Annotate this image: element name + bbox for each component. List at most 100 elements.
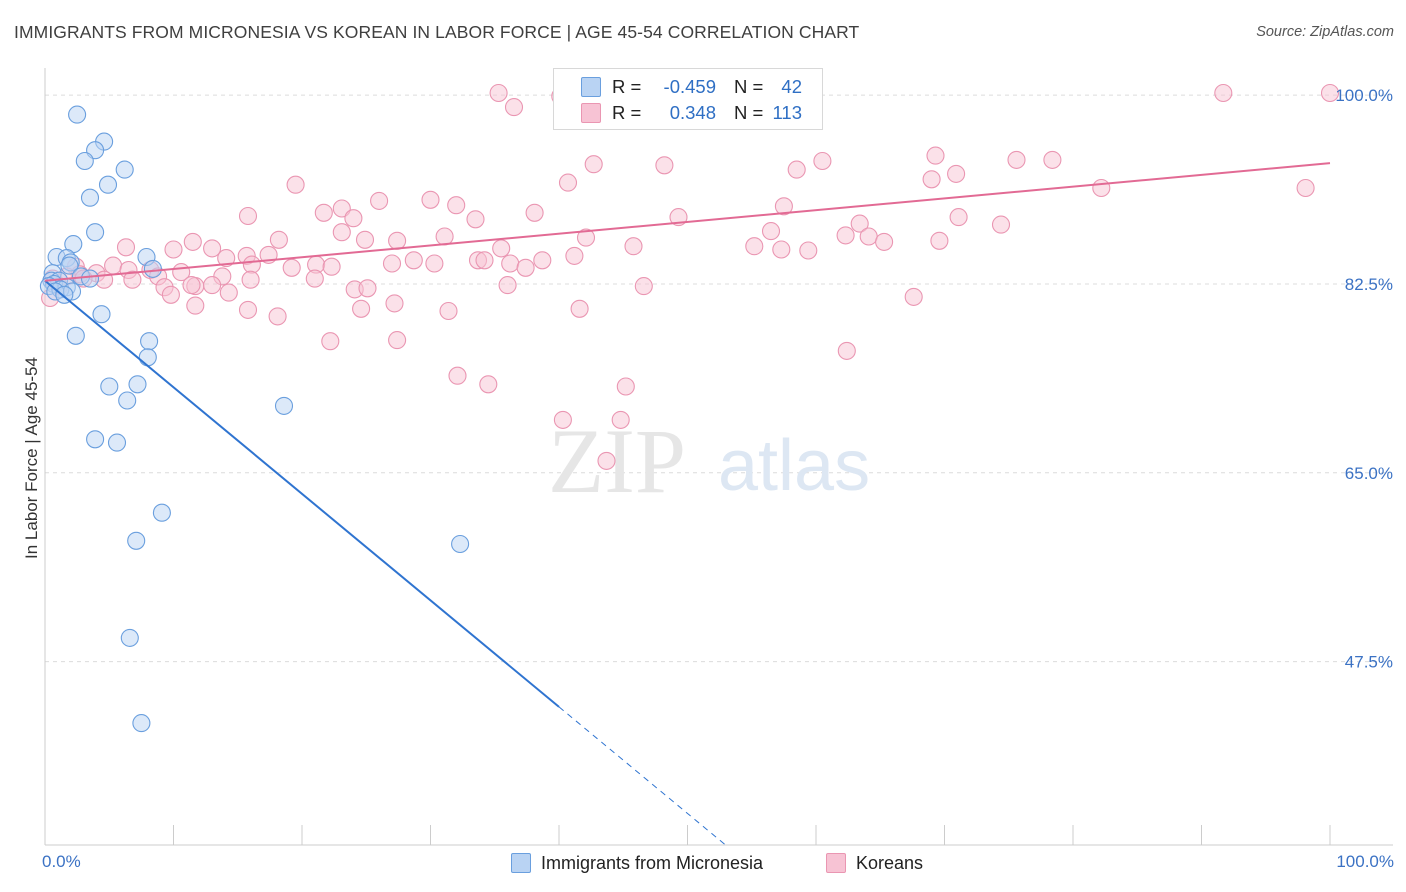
grid-layer — [45, 94, 1390, 663]
legend-n-value: 42 — [781, 76, 802, 97]
korean-point — [525, 203, 544, 222]
micronesia-point — [138, 348, 157, 367]
korean-point — [268, 307, 287, 326]
korean-point — [501, 254, 520, 273]
micronesia-point — [80, 188, 100, 207]
korean-point — [836, 226, 855, 245]
legend-swatch-micronesia — [581, 77, 601, 97]
korean-point — [421, 190, 440, 209]
korean-point — [558, 173, 578, 192]
korean-point — [358, 279, 377, 298]
bottom-legend-label-micronesia: Immigrants from Micronesia — [541, 853, 764, 873]
korean-point — [774, 197, 793, 216]
korean-point — [597, 451, 616, 470]
korean-point — [565, 246, 584, 265]
korean-point — [321, 332, 340, 351]
micronesia-point — [451, 534, 470, 554]
micronesia-point — [152, 503, 171, 522]
korean-point — [761, 222, 781, 241]
micronesia-point — [98, 175, 118, 194]
korean-point — [203, 239, 222, 258]
korean-point — [332, 199, 351, 218]
legend-swatch-koreans — [581, 103, 601, 123]
korean-point — [164, 240, 183, 259]
korean-point — [238, 300, 258, 319]
korean-point — [183, 232, 202, 251]
micronesia-point — [140, 332, 159, 351]
korean-point — [238, 206, 258, 226]
korean-point — [388, 231, 407, 250]
korean-point — [479, 375, 498, 394]
korean-point — [922, 170, 941, 189]
micronesia-point — [107, 433, 127, 452]
korean-point — [282, 258, 301, 277]
y-axis-label: In Labor Force | Age 45-54 — [22, 357, 41, 559]
micronesia-point — [75, 151, 94, 171]
x-tick-label-max: 100.0% — [1336, 852, 1394, 871]
micronesia-point — [92, 305, 111, 324]
korean-point — [489, 83, 508, 103]
korean-point — [492, 239, 511, 258]
korean-point — [576, 228, 596, 247]
micronesia-point — [86, 430, 105, 449]
watermark: ZIP atlas — [548, 410, 870, 512]
korean-point — [269, 230, 288, 249]
korean-point — [435, 227, 454, 246]
korean-point — [286, 175, 305, 194]
korean-point — [947, 164, 966, 183]
korean-point — [611, 410, 630, 429]
micronesia-point — [115, 160, 134, 179]
korean-point — [1320, 83, 1340, 103]
bottom-legend-swatch-micronesia — [511, 853, 531, 873]
korean-point — [123, 270, 142, 289]
korean-point — [241, 270, 260, 289]
korean-point — [203, 276, 222, 295]
korean-point — [926, 146, 945, 165]
bottom-legend-label-koreans: Koreans — [856, 853, 924, 873]
micronesia-point — [100, 377, 119, 396]
micronesia-point — [143, 259, 162, 278]
micronesia-point — [86, 223, 105, 242]
micronesia-point — [68, 105, 87, 124]
korean-point — [655, 156, 674, 175]
korean-point — [813, 151, 832, 171]
korean-point — [322, 257, 341, 276]
korean-point — [116, 238, 136, 257]
chart-title: IMMIGRANTS FROM MICRONESIA VS KOREAN IN … — [14, 22, 860, 42]
korean-point — [875, 232, 894, 251]
korean-point — [219, 283, 238, 302]
korean-point — [1092, 178, 1111, 198]
bottom-legend-swatch-koreans — [826, 853, 846, 873]
korean-point — [669, 208, 688, 227]
korean-point — [584, 155, 603, 174]
legend-r-value: -0.459 — [663, 76, 716, 97]
legend-n-value: 113 — [772, 102, 803, 123]
korean-point — [382, 254, 402, 273]
legend-row-koreans: R = 0.348 N = 113 — [554, 100, 822, 126]
y-tick-label: 100.0% — [1335, 86, 1393, 105]
source-label: Source: ZipAtlas.com — [1256, 24, 1394, 40]
korean-point — [370, 191, 389, 210]
korean-point — [1296, 178, 1315, 198]
x-tick-label-min: 0.0% — [42, 852, 81, 871]
korean-point — [504, 98, 524, 117]
korean-point — [217, 249, 236, 268]
korean-point — [404, 251, 423, 270]
korean-point — [186, 296, 205, 315]
korean-point — [466, 210, 485, 229]
korean-point — [355, 230, 375, 249]
micronesia-point — [80, 269, 100, 288]
micronesia-point — [66, 326, 85, 345]
korean-point — [385, 294, 404, 313]
korean-point — [498, 276, 517, 295]
legend-n-label: N = — [734, 102, 764, 123]
korean-point — [388, 331, 407, 350]
y-tick-label: 82.5% — [1345, 275, 1393, 294]
micronesia-point — [132, 714, 151, 733]
y-tick-label: 65.0% — [1345, 464, 1393, 483]
legend-r-label: R = — [612, 102, 642, 123]
korean-point — [837, 341, 856, 360]
korean-point — [1214, 83, 1233, 103]
korean-point — [616, 377, 635, 396]
